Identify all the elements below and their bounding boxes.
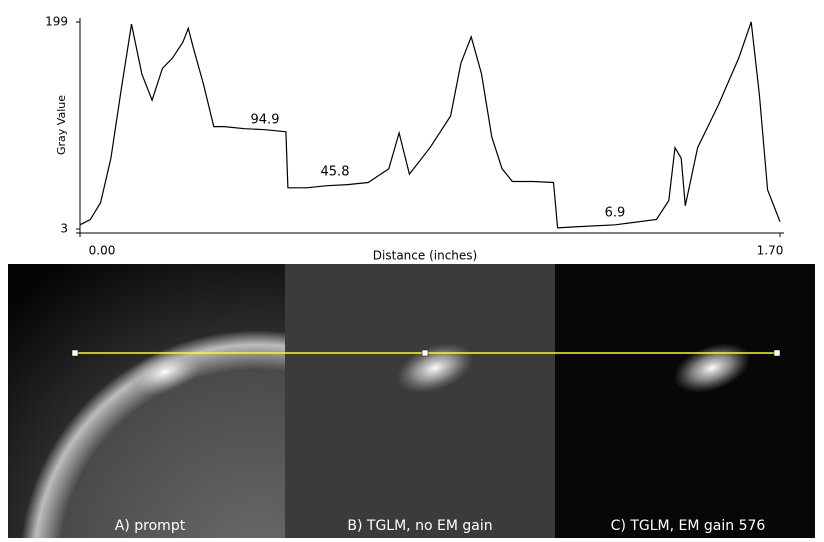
panel-b — [285, 264, 555, 538]
y-tick-label: 3 — [60, 222, 68, 236]
handle[interactable] — [421, 349, 429, 357]
panel-a — [8, 264, 285, 538]
x-tick-label: 1.70 — [757, 244, 784, 258]
spot — [124, 348, 206, 396]
panel-label: B) TGLM, no EM gain — [347, 518, 492, 534]
spot — [396, 343, 474, 393]
plateau-label: 6.9 — [605, 205, 626, 220]
panel-label: C) TGLM, EM gain 576 — [611, 518, 766, 534]
plateau-label: 45.8 — [321, 164, 350, 179]
y-tick-label: 199 — [45, 15, 68, 29]
x-axis-label: Distance (inches) — [373, 249, 477, 263]
x-tick-label: 0.00 — [89, 244, 116, 258]
y-axis-label: Gray Value — [55, 95, 68, 155]
panel-label: A) prompt — [115, 518, 186, 534]
handle[interactable] — [71, 349, 79, 357]
plateau-label: 94.9 — [251, 112, 280, 127]
profile — [79, 21, 781, 229]
spot — [673, 343, 751, 393]
panel-c — [555, 264, 815, 538]
image-strip: A) prompt B) TGLM, no EM gain C) TGLM, E… — [8, 264, 815, 538]
handle[interactable] — [773, 349, 781, 357]
